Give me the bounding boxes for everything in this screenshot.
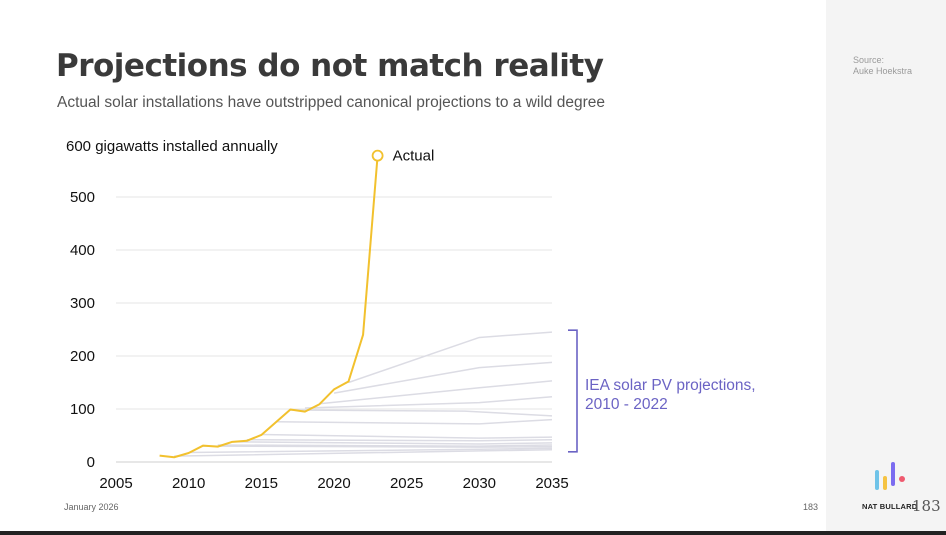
bracket-label-line: 2010 - 2022 [585,396,668,413]
x-tick-label: 2030 [463,475,496,492]
y-tick-label: 100 [70,401,95,418]
projection-bracket: IEA solar PV projections, 2010 - 2022 [568,329,756,453]
projection-line [232,441,553,445]
page-title: Projections do not match reality [56,48,604,84]
logo-bar [875,470,879,490]
y-axis-top-label: 600 gigawatts installed annually [66,138,278,155]
logo-bar [883,476,887,490]
footer-date: January 2026 [64,502,119,512]
brand-logo-icon [875,462,905,490]
x-tick-label: 2020 [317,475,350,492]
projection-line [174,449,553,457]
bottom-rule [0,531,946,535]
x-tick-label: 2035 [535,475,568,492]
projection-line [304,396,553,409]
projection-line [319,380,553,405]
actual-endpoint-marker [371,149,384,162]
bracket-line [568,329,578,453]
projection-line [217,444,553,447]
actual-line [159,155,379,459]
source-note: Source: Auke Hoekstra [853,55,912,77]
y-tick-label: 400 [70,242,95,259]
y-tick-label: 200 [70,348,95,365]
actual-label: Actual [393,148,435,165]
projection-lines [174,331,553,457]
x-tick-label: 2025 [390,475,423,492]
projection-line [261,433,553,439]
slide-number: 183 [912,497,941,515]
projection-line [275,418,553,425]
source-name: Auke Hoekstra [853,66,913,76]
y-tick-label: 0 [87,454,95,471]
projection-line [333,361,553,394]
axis-labels: 0 100 200 300 400 500 2005 2010 2015 2020 2025 2030… [70,189,569,492]
projection-bracket-label: IEA solar PV projections, 2010 - 2022 [585,377,756,413]
gridlines [116,196,552,463]
logo-bar [891,462,895,486]
sidebar-panel [826,0,946,531]
bracket-label-line: IEA solar PV projections, [585,377,756,394]
brand-name: NAT BULLARD [862,502,918,511]
source-label: Source: [853,55,885,65]
footer-page-number: 183 [803,502,819,512]
x-tick-label: 2015 [245,475,278,492]
y-tick-label: 300 [70,295,95,312]
x-tick-label: 2005 [99,475,132,492]
projection-line [246,438,553,442]
y-tick-label: 500 [70,189,95,206]
projection-line [203,445,553,448]
actual-series: Actual [159,148,435,459]
page-subtitle: Actual solar installations have outstrip… [57,94,605,111]
projection-line [290,409,553,417]
solar-chart: Actual 0 100 200 300 400 500 2005 2010 2015 2020 2… [66,138,756,492]
logo-dot [899,476,905,482]
x-tick-label: 2010 [172,475,205,492]
projection-line [348,331,553,384]
projection-line [188,447,553,454]
